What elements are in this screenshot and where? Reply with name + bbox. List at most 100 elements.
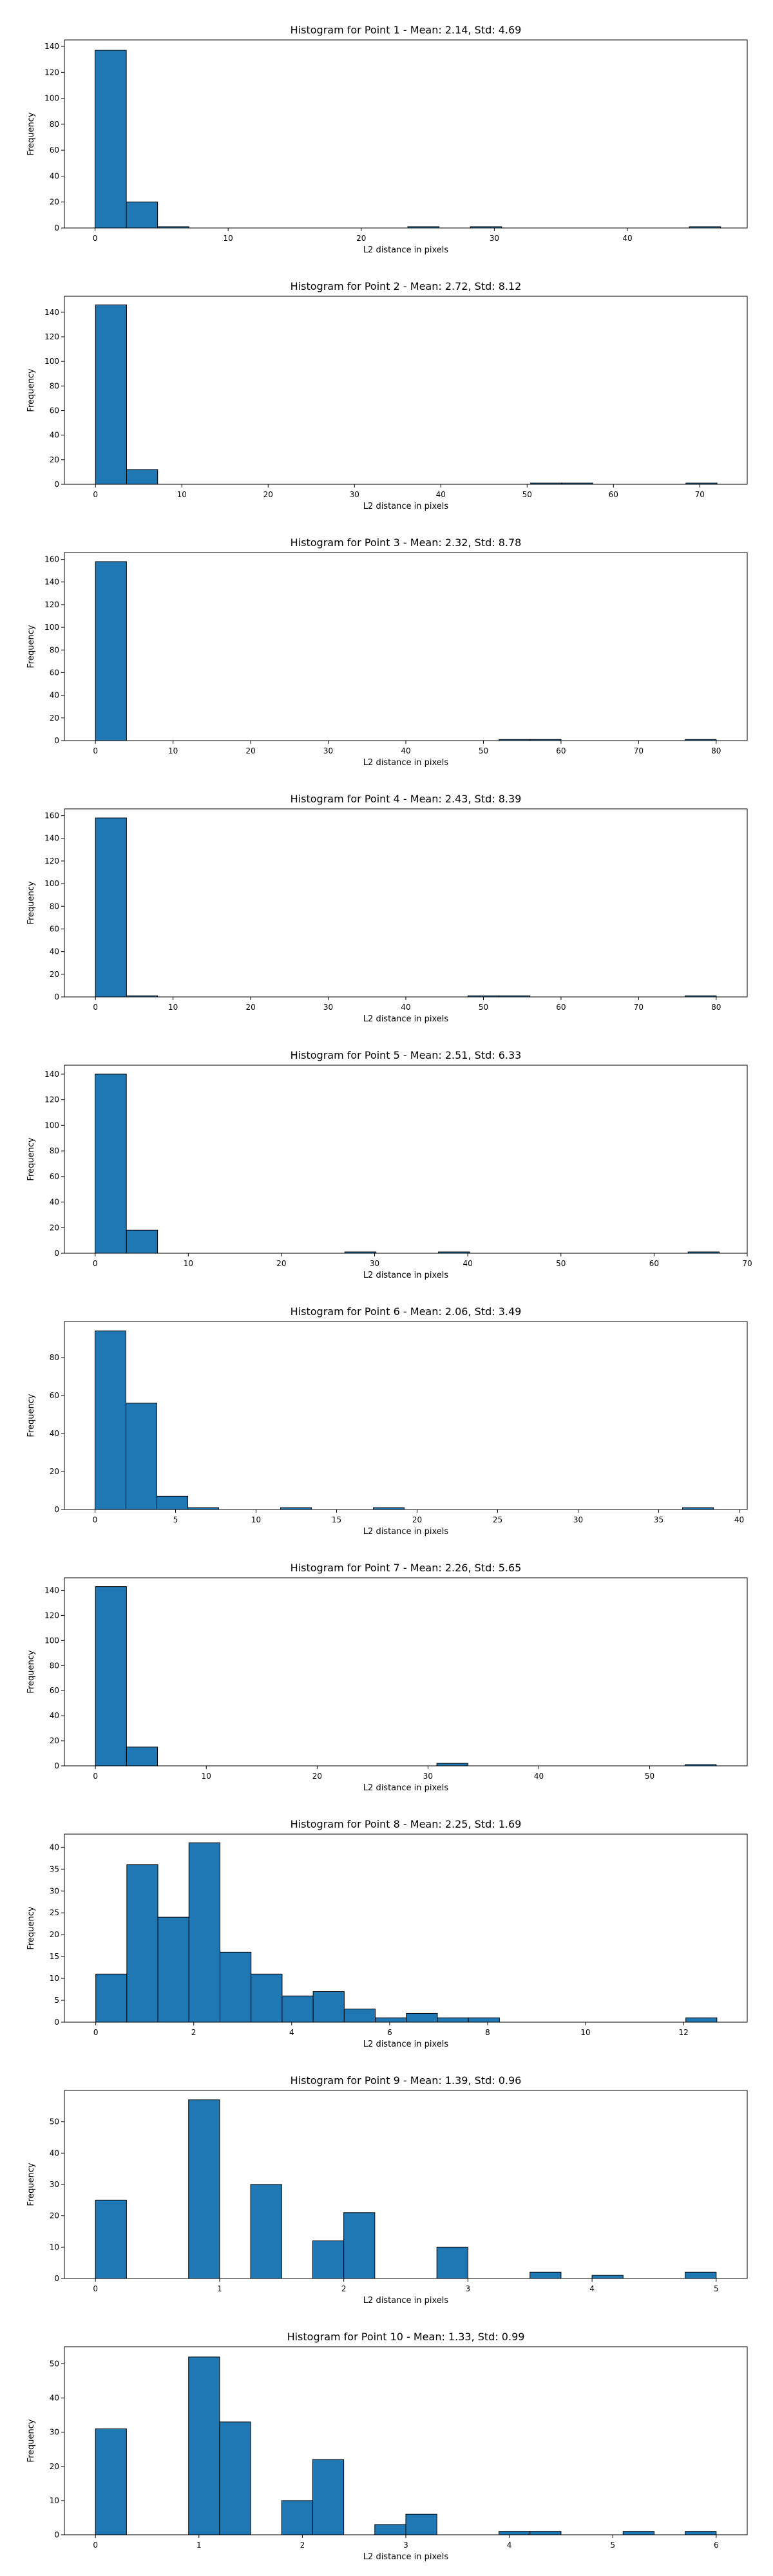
- histogram-bar: [188, 1842, 221, 2023]
- histogram-bar: [126, 202, 158, 229]
- y-tick-label: 10: [50, 2496, 59, 2505]
- histogram-bar: [685, 2531, 717, 2535]
- histogram-bar: [126, 1403, 157, 1510]
- histogram-bar: [405, 2514, 437, 2535]
- chart-title-1: Histogram for Point 1 - Mean: 2.14, Std:…: [291, 24, 522, 36]
- y-tick-label: 50: [50, 2117, 59, 2126]
- x-tick-label: 12: [679, 2028, 689, 2037]
- histogram-bar: [188, 2356, 220, 2535]
- y-tick-label: 30: [50, 2428, 59, 2437]
- y-tick-label: 30: [50, 2180, 59, 2189]
- y-tick-label: 40: [50, 691, 59, 700]
- y-tick-label: 140: [44, 308, 59, 317]
- y-tick-label: 20: [50, 198, 59, 207]
- x-tick-label: 3: [466, 2284, 471, 2293]
- x-tick-label: 10: [168, 746, 178, 755]
- plot-frame-7: [64, 1577, 748, 1766]
- histogram-bar: [157, 1495, 188, 1510]
- y-tick-label: 20: [50, 2211, 59, 2221]
- y-tick-label: 120: [44, 1095, 59, 1104]
- y-tick-label: 40: [50, 1198, 59, 1207]
- histogram-bar: [126, 469, 158, 485]
- x-tick-label: 40: [401, 746, 410, 755]
- y-tick-label: 60: [50, 1172, 59, 1181]
- histogram-bar: [281, 2500, 313, 2535]
- y-tick-label: 100: [44, 94, 59, 103]
- histogram-bar: [251, 1973, 283, 2023]
- histogram-bar: [530, 2531, 562, 2535]
- y-tick-label: 20: [50, 1467, 59, 1476]
- x-tick-label: 20: [263, 490, 273, 499]
- x-tick-label: 3: [403, 2541, 408, 2550]
- y-tick-label: 80: [50, 902, 59, 911]
- x-tick-label: 30: [573, 1515, 583, 1524]
- y-axis-label-3: Frequency: [26, 625, 36, 668]
- chart-title-4: Histogram for Point 4 - Mean: 2.43, Std:…: [291, 793, 522, 805]
- histogram-bar: [95, 817, 127, 998]
- y-tick-label: 120: [44, 600, 59, 609]
- x-axis-label-4: L2 distance in pixels: [363, 1014, 449, 1024]
- histogram-bar: [95, 1331, 126, 1510]
- y-tick-label: 20: [50, 1930, 59, 1939]
- x-tick-label: 40: [734, 1515, 744, 1524]
- histogram-bar: [95, 304, 127, 485]
- y-tick-label: 100: [44, 1636, 59, 1645]
- y-tick-label: 80: [50, 120, 59, 129]
- y-tick-label: 80: [50, 1661, 59, 1670]
- y-tick-label: 20: [50, 1223, 59, 1232]
- x-tick-label: 8: [485, 2028, 490, 2037]
- y-tick-label: 80: [50, 1353, 59, 1362]
- y-tick-label: 40: [50, 171, 59, 180]
- chart-title-5: Histogram for Point 5 - Mean: 2.51, Std:…: [291, 1049, 522, 1061]
- histogram-bar: [95, 561, 127, 741]
- plot-frame-5: [64, 1065, 748, 1254]
- y-tick-label: 15: [50, 1952, 59, 1961]
- y-tick-label: 0: [54, 223, 59, 232]
- histogram-bar: [282, 1995, 314, 2023]
- x-tick-label: 30: [323, 1003, 333, 1012]
- x-tick-label: 40: [401, 1003, 410, 1012]
- y-tick-label: 80: [50, 645, 59, 654]
- x-tick-label: 60: [649, 1259, 659, 1268]
- x-tick-label: 0: [93, 2284, 98, 2293]
- histogram-bar: [220, 1951, 252, 2023]
- plot-frame-8: [64, 1833, 748, 2023]
- x-tick-label: 20: [412, 1515, 422, 1524]
- y-tick-label: 140: [44, 578, 59, 587]
- histogram-bar: [312, 1991, 345, 2023]
- x-tick-label: 4: [507, 2541, 512, 2550]
- x-axis-label-3: L2 distance in pixels: [363, 758, 449, 768]
- y-tick-label: 100: [44, 1121, 59, 1130]
- y-tick-label: 35: [50, 1864, 59, 1873]
- y-tick-label: 100: [44, 357, 59, 366]
- y-tick-label: 0: [54, 2274, 59, 2283]
- histogram-bar: [343, 2009, 376, 2023]
- histogram-bar: [157, 1917, 189, 2023]
- y-tick-label: 10: [50, 2242, 59, 2251]
- histogram-bar: [436, 1763, 468, 1766]
- y-tick-label: 20: [50, 455, 59, 464]
- histogram-bar: [375, 2017, 407, 2023]
- y-axis-label-8: Frequency: [26, 1906, 36, 1949]
- x-tick-label: 5: [173, 1515, 178, 1524]
- y-tick-label: 40: [50, 2148, 59, 2157]
- histogram-bar: [530, 2271, 562, 2279]
- y-tick-label: 0: [54, 2018, 59, 2027]
- y-tick-label: 80: [50, 381, 59, 390]
- histogram-bar: [188, 2099, 220, 2279]
- plot-frame-3: [64, 552, 748, 741]
- x-tick-label: 20: [312, 1772, 322, 1781]
- x-tick-label: 5: [610, 2541, 615, 2550]
- y-tick-label: 60: [50, 668, 59, 677]
- y-tick-label: 120: [44, 857, 59, 866]
- y-tick-label: 40: [50, 431, 59, 440]
- histogram-bar: [436, 2246, 468, 2279]
- y-axis-label-10: Frequency: [26, 2419, 36, 2462]
- histogram-bar: [250, 2184, 282, 2279]
- x-tick-label: 20: [276, 1259, 286, 1268]
- x-tick-label: 10: [202, 1772, 211, 1781]
- y-tick-label: 140: [44, 1586, 59, 1595]
- x-tick-label: 30: [423, 1772, 433, 1781]
- y-tick-label: 140: [44, 42, 59, 51]
